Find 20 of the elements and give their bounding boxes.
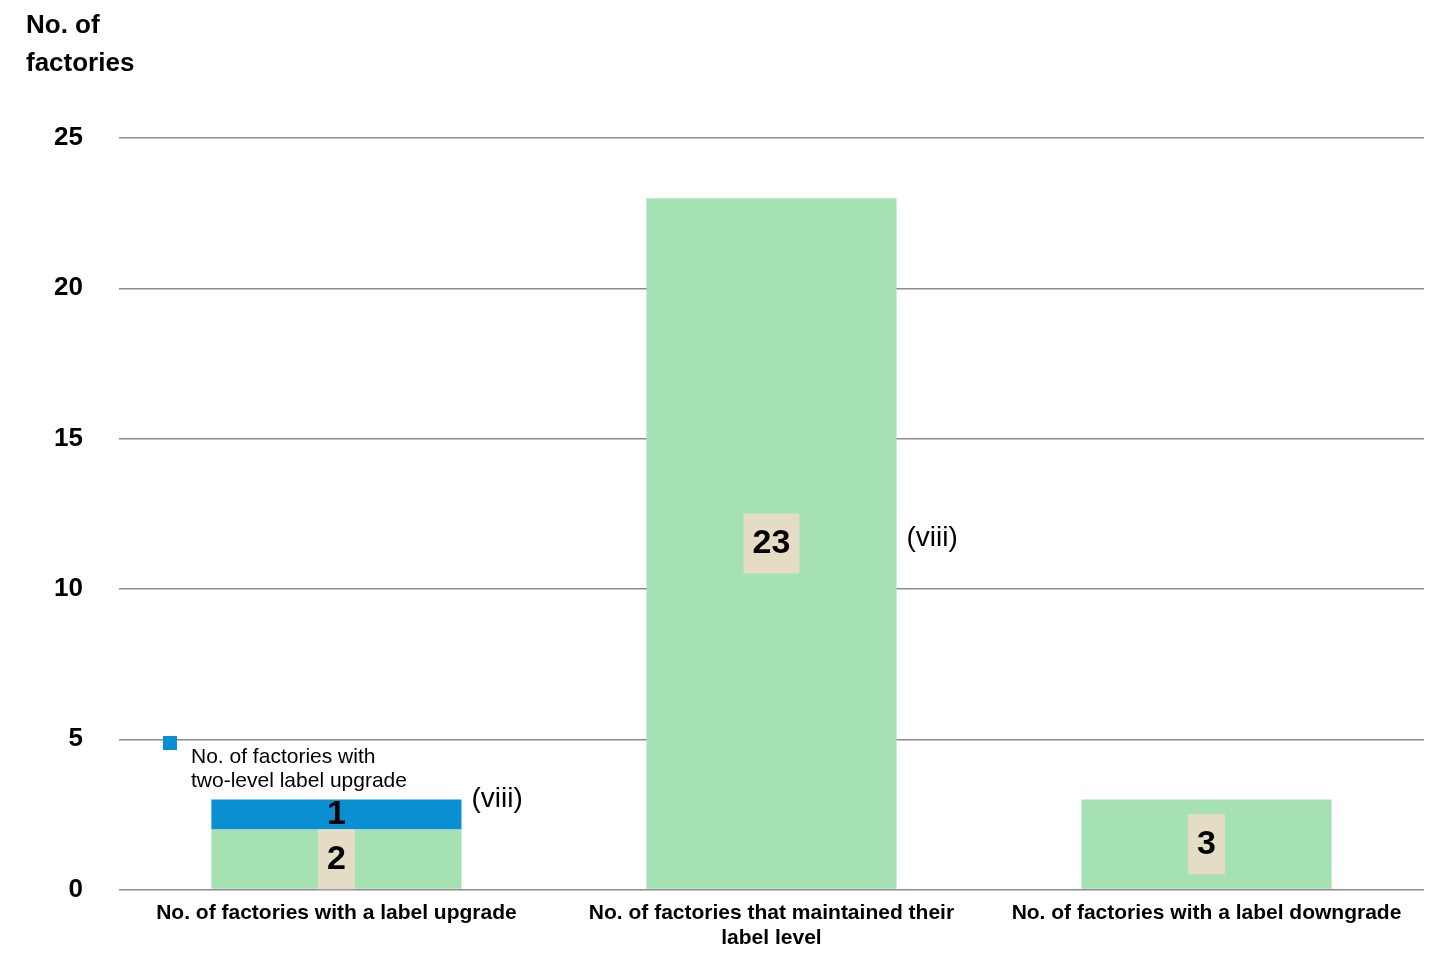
legend-label: No. of factories with two-level label upgrade	[191, 744, 408, 792]
bar	[211, 799, 462, 830]
bar	[1081, 799, 1332, 889]
y-tick-label: 10	[54, 572, 83, 603]
data-label: 2	[326, 837, 346, 876]
y-tick-label: 25	[54, 121, 83, 152]
annotation: (viii)	[906, 520, 958, 552]
y-tick-label: 5	[68, 722, 83, 753]
data-label: 1	[326, 792, 346, 831]
x-tick-label: No. of factories with a label downgrade	[1011, 900, 1402, 923]
y-tick-label: 0	[68, 872, 83, 903]
x-tick-label: No. of factories that maintained their label level	[588, 900, 955, 949]
data-label: 23	[752, 521, 791, 560]
bar	[646, 198, 897, 889]
y-axis-title: No. of factories	[26, 9, 135, 78]
y-tick-label: 15	[54, 421, 83, 452]
data-label: 3	[1197, 822, 1216, 861]
x-tick-label: No. of factories with a label upgrade	[156, 900, 517, 923]
y-tick-label: 20	[54, 271, 83, 302]
annotation: (viii)	[471, 782, 523, 814]
